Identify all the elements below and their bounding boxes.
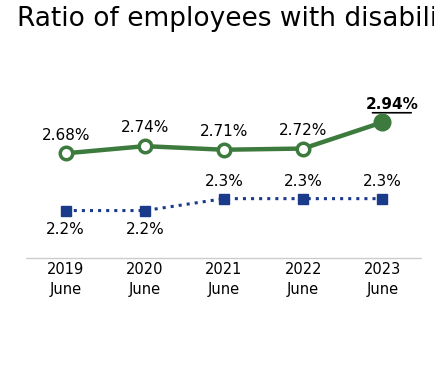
- Text: 2.72%: 2.72%: [278, 123, 327, 138]
- Text: 2.94%: 2.94%: [365, 97, 418, 112]
- Legend: Employment ratio, Statutory employment ratio: Employment ratio, Statutory employment r…: [105, 363, 382, 367]
- Text: 2021
June: 2021 June: [205, 262, 242, 297]
- Text: 2.71%: 2.71%: [199, 124, 248, 139]
- Text: 2.68%: 2.68%: [41, 128, 90, 142]
- Text: 2019
June: 2019 June: [47, 262, 84, 297]
- Text: 2.3%: 2.3%: [204, 174, 243, 189]
- Text: 2022
June: 2022 June: [284, 262, 321, 297]
- Text: 2020
June: 2020 June: [126, 262, 163, 297]
- Text: 2023
June: 2023 June: [363, 262, 400, 297]
- Text: 2.74%: 2.74%: [120, 120, 169, 135]
- Text: 2.3%: 2.3%: [283, 174, 322, 189]
- Text: 2.2%: 2.2%: [125, 222, 164, 237]
- Text: Ratio of employees with disabilities: Ratio of employees with disabilities: [17, 6, 434, 32]
- Text: 2.3%: 2.3%: [362, 174, 401, 189]
- Text: 2.2%: 2.2%: [46, 222, 85, 237]
